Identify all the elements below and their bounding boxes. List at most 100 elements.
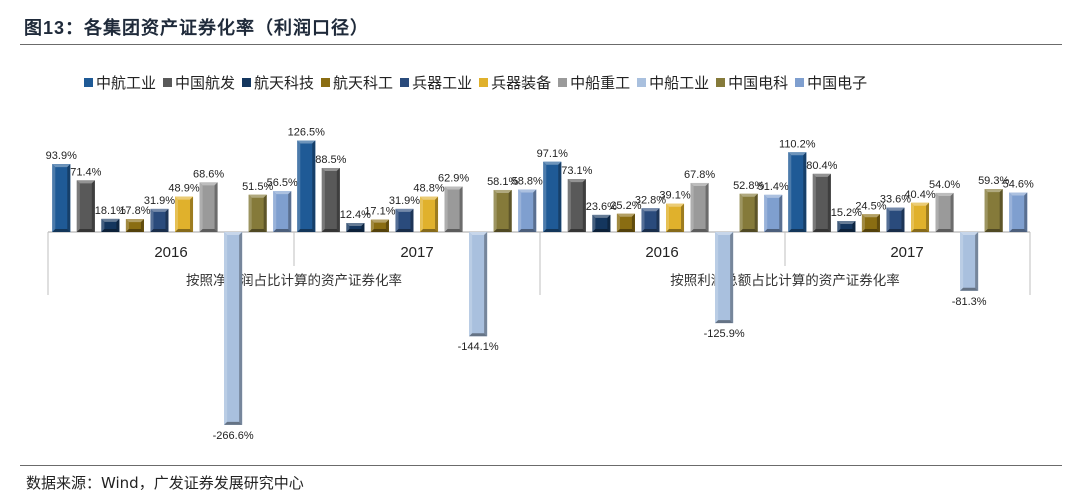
bar-bevel [926,202,930,232]
bar [125,219,144,232]
legend-item: 中国航发 [163,72,235,93]
bar [1009,192,1028,232]
bar [616,213,635,232]
bar-bevel [248,194,252,232]
bar-bevel [911,229,930,232]
bar [469,232,488,337]
bar-bevel [739,229,758,232]
bar-bevel [346,223,350,232]
bar-bevel [812,229,831,232]
bar-bevel [715,232,719,324]
bar [567,179,586,232]
bar-bevel [861,214,865,232]
bar-bevel [543,161,547,232]
bar [101,218,120,232]
bar-bevel [199,182,218,186]
bar-bevel [469,232,488,235]
bar-bevel [199,229,218,232]
legend-label: 中船工业 [649,73,710,92]
bar-bevel [493,229,512,232]
bar-bevel [852,221,856,232]
bar-bevel [469,232,473,337]
bar [248,194,267,232]
bar-bevel [935,192,954,196]
bar [690,182,709,232]
data-label: 67.8% [684,169,715,181]
bar-bevel [518,189,522,232]
bar-bevel [125,229,144,232]
legend-item: 中航工业 [84,72,156,93]
bar-bevel [410,208,414,232]
data-label: -81.3% [952,296,987,308]
bar-bevel [837,229,856,232]
bar-bevel [370,219,374,232]
bar-bevel [385,219,389,232]
data-label: 12.4% [340,209,371,221]
data-label: 51.5% [242,181,273,193]
bar [224,232,243,425]
data-label: 58.8% [512,175,543,187]
bar-bevel [960,232,979,235]
data-label: 54.6% [1003,179,1034,191]
bar-bevel [641,229,660,232]
data-label: 80.4% [806,160,837,172]
bar-bevel [950,192,954,232]
bar-bevel [690,182,694,232]
bar-bevel [960,232,964,291]
bar [666,203,685,232]
bar-bevel [533,189,537,232]
bar-bevel [273,229,292,232]
data-label: 33.6% [880,194,911,206]
legend-item: 兵器工业 [400,72,472,93]
bar-bevel [101,218,105,232]
bar [76,180,95,232]
bar-bevel [543,229,562,232]
bar [764,194,783,232]
bar-bevel [150,208,169,212]
bar [52,164,71,232]
bar-bevel [101,218,120,222]
bar-bevel [346,223,365,227]
bar-bevel [975,232,979,291]
data-label: 110.2% [779,138,816,150]
bar-bevel [911,202,915,232]
bar-bevel [444,186,463,190]
data-label: 39.1% [659,190,690,202]
bar [518,189,537,232]
bar-bevel [288,191,292,232]
bar-bevel [297,229,316,232]
bar-bevel [730,232,734,324]
bar-bevel [248,194,267,198]
title-text: ：各集团资产证券化率（利润口径） [65,18,370,39]
bar-bevel [788,152,807,156]
bar-bevel [779,194,783,232]
bar-bevel [263,194,267,232]
bar-bevel [739,193,743,232]
bar-bevel [444,229,463,232]
bar [420,196,439,232]
legend-swatch [558,77,568,87]
legend-label: 兵器装备 [491,73,552,92]
bar [346,223,365,232]
bottom-rule [20,465,1062,466]
bar-bevel [76,180,95,184]
bar [837,221,856,232]
bar-bevel [321,167,325,232]
bar [150,208,169,232]
bar-bevel [140,219,144,232]
bar-bevel [911,202,930,206]
bar-bevel [788,229,807,232]
bar [444,186,463,232]
bar-bevel [175,196,194,200]
bar-bevel [616,229,635,232]
bar-bevel [224,421,243,425]
data-label: 71.4% [70,166,101,178]
bar-bevel [484,232,488,337]
legend-item: 中船重工 [558,72,630,93]
bar [493,189,512,232]
data-label: 23.6% [586,201,617,213]
bar-bevel [886,229,905,232]
data-label: 93.9% [46,150,77,162]
bar-bevel [224,232,228,425]
bar-bevel [886,207,890,232]
